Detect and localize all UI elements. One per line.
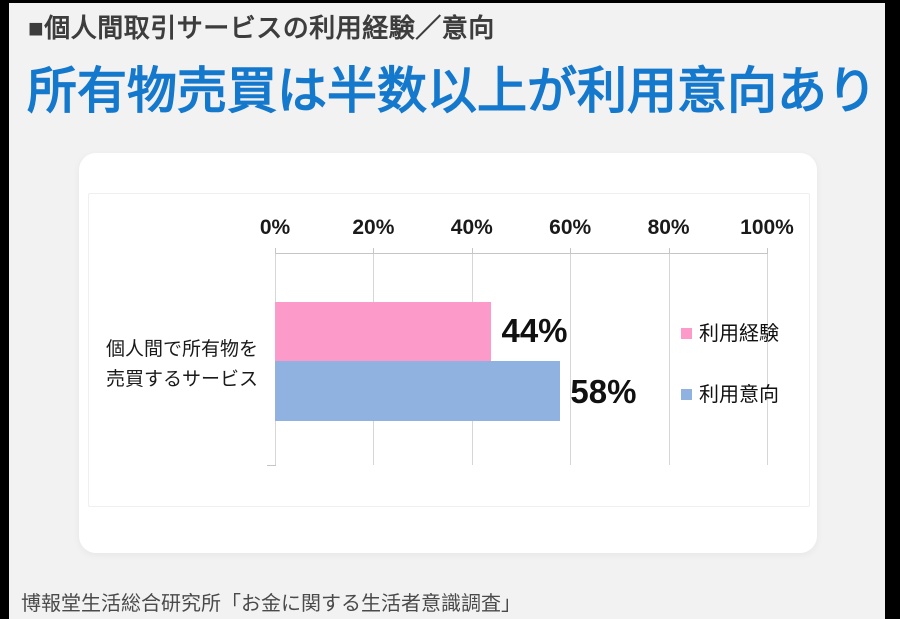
legend-label-keiken: 利用経験 (699, 323, 779, 345)
legend-swatch-pink-icon (681, 328, 692, 339)
axis-tick-label: 40% (450, 216, 493, 239)
bar-riyou-keiken (275, 302, 492, 361)
axis-tick-mark (570, 248, 572, 253)
axis-tick-label: 20% (352, 216, 395, 239)
legend-swatch-blue-icon (681, 389, 692, 400)
chart-area-border (88, 193, 810, 507)
category-label-line1: 個人間で所有物を (105, 339, 258, 360)
gridline (668, 253, 670, 465)
axis-tick-label: 100% (740, 216, 794, 239)
category-label-line2: 売買するサービス (105, 369, 258, 390)
category-axis-tick (267, 465, 276, 466)
value-label-ikou: 58% (570, 373, 637, 410)
axis-tick-mark (275, 248, 276, 253)
page-title: 所有物売買は半数以上が利用意向あり (27, 63, 877, 119)
axis-tick-label: 80% (647, 216, 690, 239)
axis-tick-labels: 0% 20% 40% 60% 80% 100% (0, 216, 900, 242)
section-header: ■個人間取引サービスの利用経験／意向 (28, 13, 495, 43)
letterbox-top (0, 0, 900, 3)
source-credit: 博報堂生活総合研究所「お金に関する生活者意識調査」 (21, 593, 521, 615)
bar-riyou-ikou (275, 361, 561, 421)
axis-tick-mark (767, 248, 768, 253)
legend-item-ikou: 利用意向 (681, 378, 779, 407)
category-label: 個人間で所有物を 売買するサービス (98, 335, 266, 395)
axis-tick-mark (471, 248, 473, 253)
letterbox-right (885, 0, 900, 619)
axis-tick-mark (373, 248, 375, 253)
legend-label-ikou: 利用意向 (699, 384, 779, 406)
axis-tick-label: 60% (549, 216, 592, 239)
legend-item-keiken: 利用経験 (681, 317, 779, 346)
letterbox-left (0, 0, 9, 619)
axis-tick-mark (668, 248, 670, 253)
axis-tick-label: 0% (259, 216, 291, 239)
axis-line (275, 253, 768, 254)
gridline (767, 253, 768, 465)
value-label-keiken: 44% (501, 312, 568, 349)
gridline (570, 253, 572, 465)
